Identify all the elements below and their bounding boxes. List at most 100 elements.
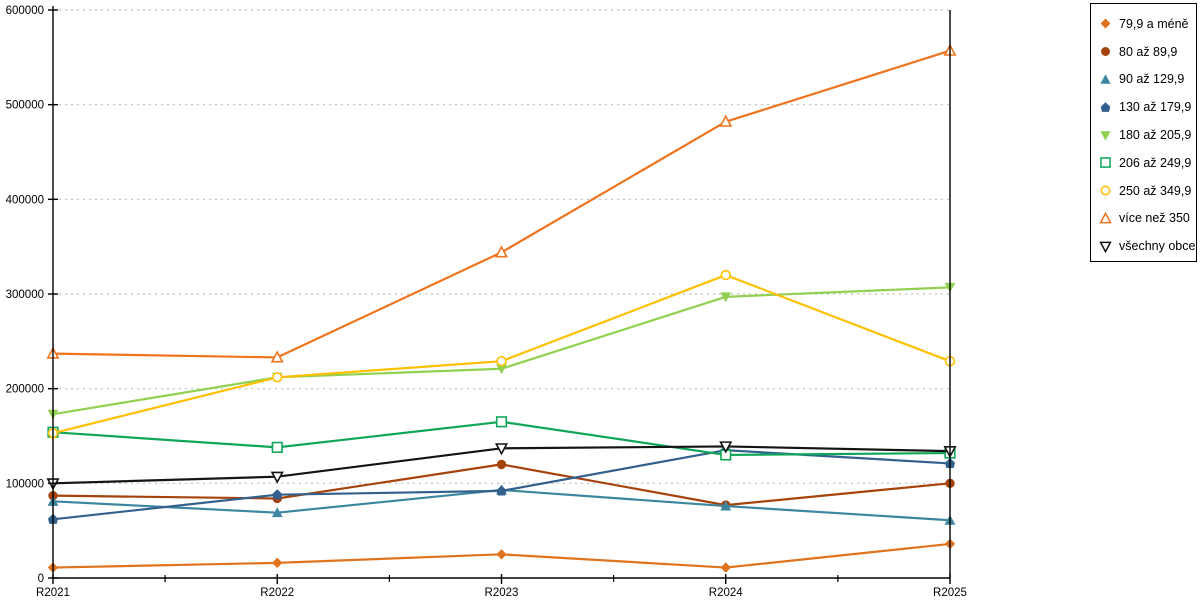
series-0 <box>47 538 956 573</box>
triangle-down-filled-marker-icon <box>720 292 732 303</box>
square-hollow-marker-icon <box>271 441 283 453</box>
data-point <box>720 269 731 281</box>
triangle-up-filled-marker-icon <box>1100 74 1111 84</box>
pentagon-filled-icon <box>1100 102 1111 112</box>
legend-item-8: všechny obce <box>1099 232 1196 260</box>
square-hollow-marker-icon <box>495 416 508 428</box>
circle-hollow-marker-icon <box>720 269 731 281</box>
legend-item-4: 180 až 205,9 <box>1099 121 1196 149</box>
data-point <box>719 114 733 127</box>
x-tick-label: R2025 <box>933 587 967 599</box>
y-tick-label: 100000 <box>6 478 44 490</box>
legend-item-0: 79,9 a méně <box>1099 10 1196 38</box>
circle-hollow-icon <box>1100 185 1111 196</box>
data-point <box>720 562 731 573</box>
legend-label: 130 až 179,9 <box>1119 100 1192 115</box>
triangle-up-hollow-marker-icon <box>494 245 509 258</box>
diamond-filled-marker-icon <box>720 562 731 573</box>
legend-label: více než 350 <box>1119 211 1190 226</box>
legend-item-3: 130 až 179,9 <box>1099 93 1196 121</box>
legend-item-6: 250 až 349,9 <box>1099 177 1196 205</box>
x-tick-label: R2023 <box>485 587 519 599</box>
circle-filled-marker-icon <box>496 459 507 470</box>
triangle-up-filled-marker-icon <box>720 500 732 511</box>
data-point <box>270 471 284 484</box>
data-point <box>496 356 507 367</box>
legend-label: 90 až 129,9 <box>1119 72 1185 87</box>
data-point <box>496 549 507 560</box>
x-tick-label: R2024 <box>709 587 743 599</box>
pentagon-filled-marker-icon <box>1100 102 1111 112</box>
triangle-up-filled-marker-icon <box>271 507 283 518</box>
legend-label: 79,9 a méně <box>1119 16 1189 31</box>
triangle-down-filled-marker-icon <box>496 364 507 375</box>
series-line-7 <box>51 49 952 359</box>
series-8 <box>46 441 957 491</box>
circle-hollow-marker-icon <box>272 372 283 383</box>
x-tick-label: R2022 <box>260 587 294 599</box>
data-point <box>270 350 284 363</box>
diamond-filled-marker-icon <box>496 549 507 560</box>
triangle-down-hollow-icon <box>1099 241 1112 253</box>
data-point <box>719 441 733 454</box>
triangle-down-hollow-marker-icon <box>1099 241 1112 253</box>
square-hollow-marker-icon <box>1100 157 1111 169</box>
series-line-6 <box>51 273 952 435</box>
y-tick-label: 300000 <box>6 289 44 301</box>
data-point <box>496 459 507 470</box>
triangle-down-hollow-marker-icon <box>719 441 733 454</box>
y-tick-label: 600000 <box>6 5 44 17</box>
triangle-up-filled-icon <box>1100 74 1111 84</box>
chart-legend: 79,9 a méně 80 až 89,9 90 až 129,9 130 až 1… <box>1090 3 1197 262</box>
circle-hollow-marker-icon <box>1100 185 1111 196</box>
circle-hollow-marker-icon <box>496 356 507 367</box>
legend-item-7: více než 350 <box>1099 205 1196 233</box>
series-7 <box>46 43 957 363</box>
triangle-up-hollow-icon <box>1099 211 1112 224</box>
legend-item-2: 90 až 129,9 <box>1099 66 1196 94</box>
axes <box>48 6 951 584</box>
y-tick-label: 0 <box>38 573 44 585</box>
y-tick-labels: 0 100000 200000 300000 400000 500000 600000 <box>6 5 44 585</box>
data-point <box>496 364 507 375</box>
legend-label: všechny obce <box>1119 239 1196 254</box>
series-4 <box>47 282 956 420</box>
data-point <box>272 557 283 569</box>
diamond-filled-marker-icon <box>1100 18 1111 29</box>
x-tick-label: R2021 <box>36 587 70 599</box>
data-point <box>271 441 283 453</box>
data-point <box>271 507 283 518</box>
legend-label: 250 až 349,9 <box>1119 183 1192 198</box>
legend-item-1: 80 až 89,9 <box>1099 38 1196 66</box>
diamond-filled-marker-icon <box>272 557 283 569</box>
data-point <box>720 292 732 303</box>
series-line-4 <box>51 286 952 416</box>
pentagon-filled-marker-icon <box>272 489 283 500</box>
triangle-down-hollow-marker-icon <box>494 443 509 456</box>
triangle-up-hollow-marker-icon <box>1099 211 1112 224</box>
data-point <box>496 485 507 496</box>
legend-label: 206 až 249,9 <box>1119 155 1192 170</box>
legend-item-5: 206 až 249,9 <box>1099 149 1196 177</box>
x-tick-labels: R2021 R2022 R2023 R2024 R2025 <box>36 587 967 599</box>
pentagon-filled-marker-icon <box>496 485 507 496</box>
y-tick-label: 500000 <box>6 100 44 112</box>
data-point <box>494 443 509 456</box>
series-6 <box>47 269 956 439</box>
diamond-filled-icon <box>1100 18 1111 29</box>
legend-label: 80 až 89,9 <box>1119 44 1178 59</box>
triangle-down-hollow-marker-icon <box>270 471 284 484</box>
triangle-up-hollow-marker-icon <box>719 114 733 127</box>
y-tick-label: 200000 <box>6 384 44 396</box>
triangle-down-filled-icon <box>1100 130 1111 141</box>
data-point <box>494 245 509 258</box>
triangle-up-hollow-marker-icon <box>270 350 284 363</box>
square-hollow-icon <box>1100 157 1111 169</box>
circle-filled-marker-icon <box>1101 47 1110 57</box>
data-point <box>495 416 508 428</box>
y-tick-label: 400000 <box>6 194 44 206</box>
data-point <box>720 500 732 511</box>
circle-filled-icon <box>1101 47 1110 57</box>
